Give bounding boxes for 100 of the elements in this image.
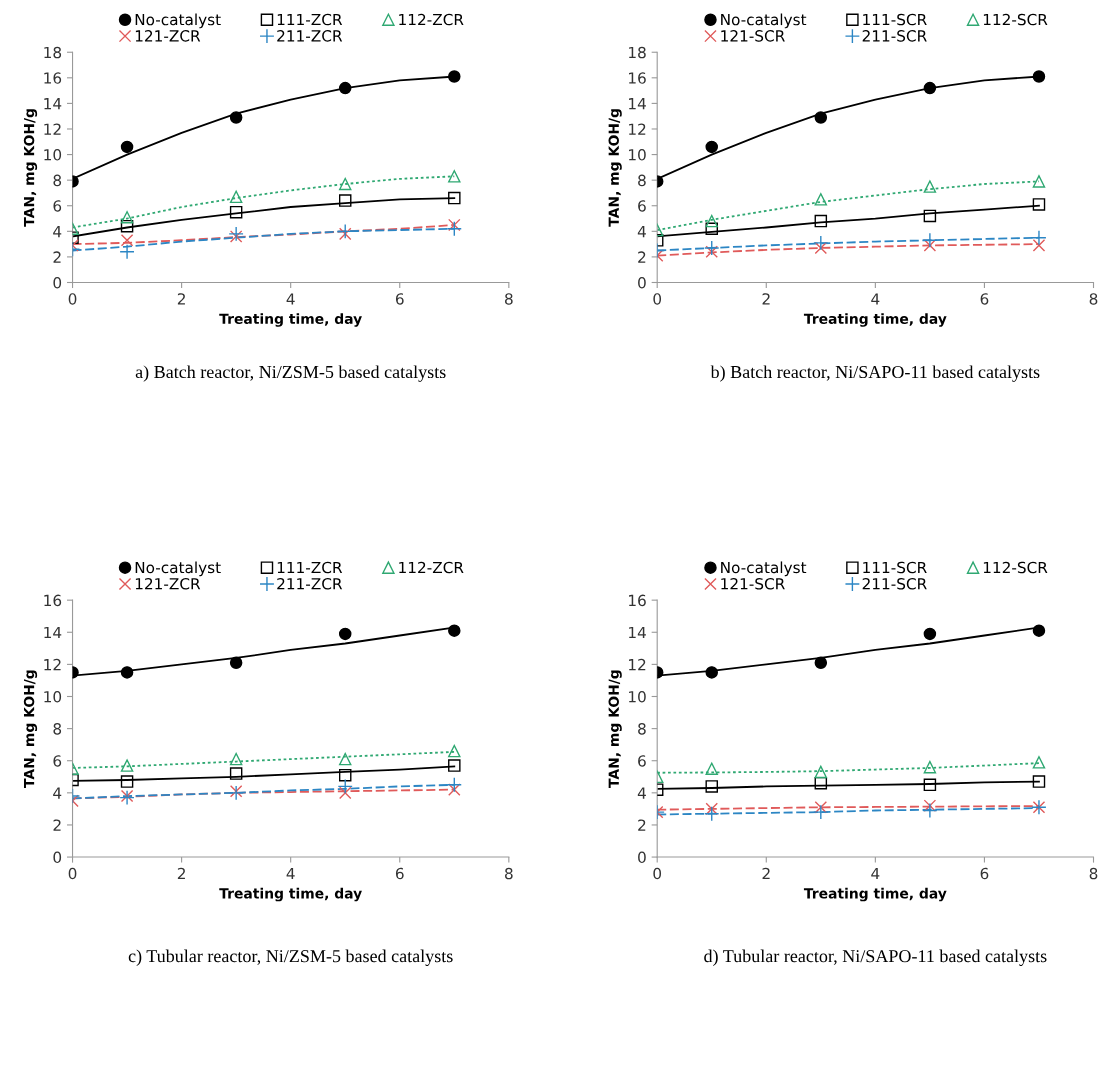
- y-tick-label: 0: [638, 851, 646, 864]
- legend-label: 112-ZCR: [399, 561, 464, 574]
- point: [448, 624, 461, 637]
- point: [1032, 70, 1046, 83]
- y-tick-label: 12: [629, 658, 646, 671]
- y-tick-label: 2: [638, 251, 646, 263]
- legend-label: 121-SCR: [721, 578, 785, 590]
- point: [923, 81, 937, 95]
- point: [120, 219, 134, 233]
- y-tick-label: 12: [629, 123, 646, 135]
- legend-label: No-catalyst: [135, 13, 221, 29]
- y-tick-label: 10: [629, 149, 646, 161]
- point: [923, 778, 937, 792]
- y-tick-label: 8: [53, 174, 62, 187]
- point: [338, 627, 352, 641]
- y-tick-label: 6: [53, 755, 62, 767]
- point: [338, 786, 352, 800]
- y-tick-label: 8: [53, 723, 62, 735]
- point: [814, 111, 828, 124]
- point: [446, 221, 462, 237]
- y-tick-label: 8: [638, 723, 646, 735]
- point: [704, 806, 720, 822]
- y-tick-label: 0: [53, 276, 62, 289]
- point: [814, 765, 828, 779]
- legend-label: No-catalyst: [135, 561, 221, 577]
- point: [1032, 756, 1046, 769]
- point: [814, 241, 828, 255]
- y-tick-label: 6: [638, 200, 646, 212]
- point: [705, 245, 718, 259]
- point: [338, 752, 352, 766]
- y-tick-label: 14: [44, 626, 62, 639]
- y-tick-label: 6: [638, 755, 646, 767]
- point: [229, 205, 243, 219]
- point: [923, 180, 937, 193]
- point: [338, 227, 352, 241]
- x-tick-label: 0: [653, 293, 662, 305]
- point: [229, 752, 243, 766]
- legend-label: 211-ZCR: [277, 578, 343, 590]
- x-axis-title: Treating time, day: [803, 887, 947, 902]
- point: [448, 759, 461, 772]
- x-tick-label: 0: [68, 293, 77, 305]
- legend-label: 111-SCR: [863, 561, 927, 574]
- point: [120, 666, 134, 679]
- point: [814, 801, 828, 814]
- point: [229, 111, 243, 124]
- point: [338, 194, 352, 207]
- legend-label: 121-SCR: [721, 30, 785, 42]
- legend-label: 111-SCR: [863, 13, 927, 26]
- legend-label: 121-ZCR: [135, 578, 201, 590]
- point: [923, 239, 937, 252]
- x-axis-title: Treating time, day: [803, 313, 947, 327]
- point: [705, 802, 718, 816]
- y-tick-label: 18: [44, 46, 62, 59]
- x-tick-label: 0: [68, 867, 77, 880]
- y-axis-title: TAN, mg KOH/g: [23, 670, 38, 788]
- point: [705, 666, 718, 679]
- x-tick-label: 6: [980, 867, 989, 880]
- point: [448, 218, 461, 232]
- point: [229, 230, 243, 243]
- point: [337, 223, 353, 239]
- point: [338, 177, 352, 191]
- point: [923, 209, 937, 223]
- y-tick-label: 16: [44, 72, 62, 84]
- y-tick-label: 8: [638, 174, 646, 187]
- y-axis-title: TAN, mg KOH/g: [23, 109, 38, 227]
- point: [1032, 775, 1046, 788]
- point: [814, 193, 828, 206]
- text: c) Tubular reactor, Ni/ZSM-5 based catalysts: [128, 949, 453, 966]
- legend-label: 211-ZCR: [277, 30, 343, 42]
- y-axis-title: TAN, mg KOH/g: [608, 109, 622, 227]
- x-tick-label: 2: [177, 867, 185, 880]
- y-tick-label: 4: [53, 225, 62, 238]
- point: [922, 232, 938, 248]
- text: b) Batch reactor, Ni/SAPO-11 based catalysts: [710, 365, 1040, 382]
- x-tick-label: 8: [505, 867, 513, 880]
- point: [704, 240, 720, 256]
- text: d) Tubular reactor, Ni/SAPO-11 based catalysts: [704, 949, 1047, 966]
- point: [705, 762, 718, 776]
- x-tick-label: 4: [286, 867, 295, 880]
- x-axis-title: Treating time, day: [219, 313, 362, 327]
- point: [705, 222, 718, 236]
- y-tick-label: 2: [53, 251, 61, 263]
- point: [337, 778, 353, 795]
- x-tick-label: 8: [505, 293, 513, 305]
- point: [448, 191, 461, 205]
- x-tick-label: 6: [980, 293, 989, 305]
- point: [120, 759, 134, 772]
- point: [448, 170, 461, 183]
- point: [229, 656, 243, 670]
- y-tick-label: 10: [629, 690, 646, 703]
- y-tick-label: 14: [629, 98, 646, 110]
- x-tick-label: 0: [653, 867, 662, 880]
- y-tick-label: 12: [44, 123, 61, 135]
- point: [1032, 175, 1046, 188]
- point: [1032, 239, 1046, 252]
- point: [448, 744, 461, 758]
- y-tick-label: 16: [629, 72, 646, 84]
- point: [814, 214, 828, 228]
- legend-label: 211-SCR: [862, 578, 927, 590]
- x-tick-label: 4: [871, 293, 880, 305]
